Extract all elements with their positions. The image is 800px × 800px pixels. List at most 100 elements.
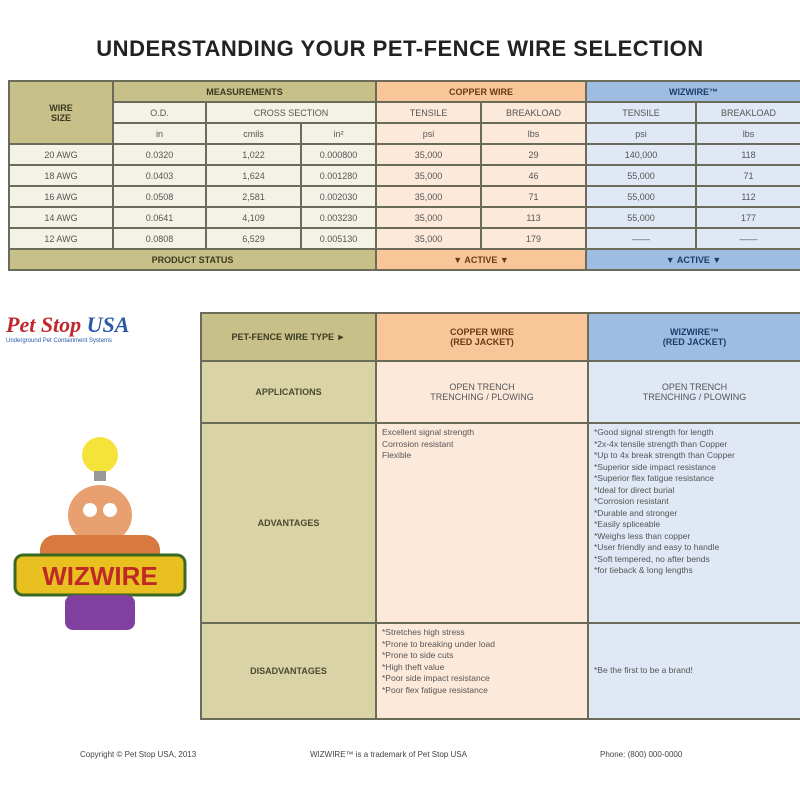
value-cell: 0.000800 xyxy=(300,143,377,166)
wire-type-header: PET-FENCE WIRE TYPE ► xyxy=(200,312,377,362)
value-cell: 55,000 xyxy=(585,185,698,208)
wizwire-header: WIZWIRE™ (RED JACKET) xyxy=(587,312,800,362)
phone: Phone: (800) 000-0000 xyxy=(600,750,683,759)
wizwire-status: ▼ ACTIVE ▼ xyxy=(585,248,800,271)
value-cell: 0.0508 xyxy=(112,185,207,208)
list-item: *Stretches high stress xyxy=(382,627,465,637)
advantages-label: ADVANTAGES xyxy=(200,422,377,624)
cross-section-header: CROSS SECTION xyxy=(205,101,377,124)
value-cell: 0.0808 xyxy=(112,227,207,250)
unit-cell: lbs xyxy=(479,122,588,145)
wizwire-disadvantages: *Be the first to be a brand! xyxy=(587,622,800,720)
wizwire-mascot-image: WIZWIRE xyxy=(13,437,187,630)
value-cell: 29 xyxy=(479,143,588,166)
wizwire-tensile-header: TENSILE xyxy=(585,101,698,124)
unit-cell: psi xyxy=(585,122,698,145)
value-cell: 112 xyxy=(695,185,800,208)
copper-disadvantages: *Stretches high stress *Prone to breaking… xyxy=(375,622,589,720)
list-item: *Weighs less than copper xyxy=(594,530,691,541)
list-item: *Be the first to be a brand! xyxy=(594,665,693,676)
value-cell: 0.0403 xyxy=(112,164,207,187)
value-cell: 46 xyxy=(479,164,588,187)
unit-cell: psi xyxy=(375,122,482,145)
unit-cell: in xyxy=(112,122,207,145)
list-item: *for tieback & long lengths xyxy=(594,565,693,575)
copper-header: COPPER WIRE (RED JACKET) xyxy=(375,312,589,362)
wizwire-applications: OPEN TRENCH TRENCHING / PLOWING xyxy=(587,360,800,424)
list-item: *Up to 4x break strength than Copper xyxy=(594,450,735,460)
copper-breakload-header: BREAKLOAD xyxy=(479,101,588,124)
wire-size-cell: 18 AWG xyxy=(8,164,114,187)
od-header: O.D. xyxy=(112,101,207,124)
value-cell: 0.002030 xyxy=(300,185,377,208)
wire-size-cell: 12 AWG xyxy=(8,227,114,250)
value-cell: 0.001280 xyxy=(300,164,377,187)
value-cell: 55,000 xyxy=(585,206,698,229)
wire-comparison-table: PET-FENCE WIRE TYPE ► COPPER WIRE (RED JA… xyxy=(200,312,800,720)
wizwire-breakload-header: BREAKLOAD xyxy=(695,101,800,124)
list-item: *High theft value xyxy=(382,661,445,672)
page-title: UNDERSTANDING YOUR PET-FENCE WIRE SELECT… xyxy=(96,36,704,61)
value-cell: 177 xyxy=(695,206,800,229)
value-cell: 1,624 xyxy=(205,164,302,187)
list-item: *Prone to breaking under load xyxy=(382,638,495,649)
list-item: *Durable and stronger xyxy=(594,507,678,518)
trademark-note: WIZWIRE™ is a trademark of Pet Stop USA xyxy=(310,750,467,759)
wire-size-cell: 20 AWG xyxy=(8,143,114,166)
value-cell: 140,000 xyxy=(585,143,698,166)
list-item: *User friendly and easy to handle xyxy=(594,542,720,552)
disadvantages-label: DISADVANTAGES xyxy=(200,622,377,720)
wire-size-cell: 16 AWG xyxy=(8,185,114,208)
pet-stop-logo: Pet Stop USA Underground Pet Containment… xyxy=(6,312,130,344)
list-item: Flexible xyxy=(382,450,412,460)
wizwire-advantages: *Good signal strength for length *2x-4x t… xyxy=(587,422,800,624)
table-row: 18 AWG 0.0403 1,624 0.001280 35,000 46 55,000 7… xyxy=(8,164,800,187)
list-item: *Poor flex fatigue resistance xyxy=(382,684,488,695)
list-item: Excellent signal strength xyxy=(382,427,475,437)
list-item: *2x-4x tensile strength than Copper xyxy=(594,438,728,449)
list-item: *Good signal strength for length xyxy=(594,427,714,437)
value-cell: 35,000 xyxy=(375,185,482,208)
wizwire-header: WIZWIRE™ xyxy=(585,80,800,103)
unit-cell: lbs xyxy=(695,122,800,145)
list-item: *Prone to side cuts xyxy=(382,650,454,660)
copper-status: ▼ ACTIVE ▼ xyxy=(374,248,588,271)
value-cell: 0.0320 xyxy=(112,143,207,166)
svg-text:WIZWIRE: WIZWIRE xyxy=(42,561,158,591)
value-cell: 4,109 xyxy=(205,206,302,229)
value-cell: 1,022 xyxy=(205,143,302,166)
table-row: 16 AWG 0.0508 2,581 0.002030 35,000 71 55,000 1… xyxy=(8,185,800,208)
list-item: *Corrosion resistant xyxy=(594,496,669,506)
table-row: 14 AWG 0.0641 4,109 0.003230 35,000 113 55,000… xyxy=(8,206,800,229)
value-cell: 35,000 xyxy=(375,164,482,187)
list-item: *Superior side impact resistance xyxy=(594,461,716,472)
value-cell: 71 xyxy=(695,164,800,187)
value-cell: 71 xyxy=(479,185,588,208)
copper-advantages: Excellent signal strength Corrosion resis… xyxy=(375,422,589,624)
value-cell: 55,000 xyxy=(585,164,698,187)
value-cell: 179 xyxy=(479,227,588,250)
value-cell: 35,000 xyxy=(375,227,482,250)
value-cell: 113 xyxy=(479,206,588,229)
list-item: Corrosion resistant xyxy=(382,438,454,449)
list-item: *Easily spliceable xyxy=(594,519,661,529)
value-cell: 6,529 xyxy=(205,227,302,250)
unit-cell: cmils xyxy=(205,122,302,145)
list-item: *Poor side impact resistance xyxy=(382,673,490,683)
list-item: *Superior flex fatigue resistance xyxy=(594,473,715,483)
table-row: 12 AWG 0.0808 6,529 0.005130 35,000 179 —— —— xyxy=(8,227,800,250)
value-cell: 0.0641 xyxy=(112,206,207,229)
copper-header: COPPER WIRE xyxy=(374,80,588,103)
product-status-label: PRODUCT STATUS xyxy=(8,248,377,271)
applications-label: APPLICATIONS xyxy=(200,360,377,424)
value-cell: —— xyxy=(585,227,698,250)
value-cell: 0.005130 xyxy=(300,227,377,250)
value-cell: 35,000 xyxy=(375,143,482,166)
value-cell: 2,581 xyxy=(205,185,302,208)
copper-tensile-header: TENSILE xyxy=(375,101,482,124)
value-cell: —— xyxy=(695,227,800,250)
copper-applications: OPEN TRENCH TRENCHING / PLOWING xyxy=(375,360,589,424)
wire-spec-table: WIRE SIZE MEASUREMENTS COPPER WIRE WIZWIR… xyxy=(8,80,800,271)
wire-size-header: WIRE SIZE xyxy=(8,80,114,145)
wire-size-cell: 14 AWG xyxy=(8,206,114,229)
